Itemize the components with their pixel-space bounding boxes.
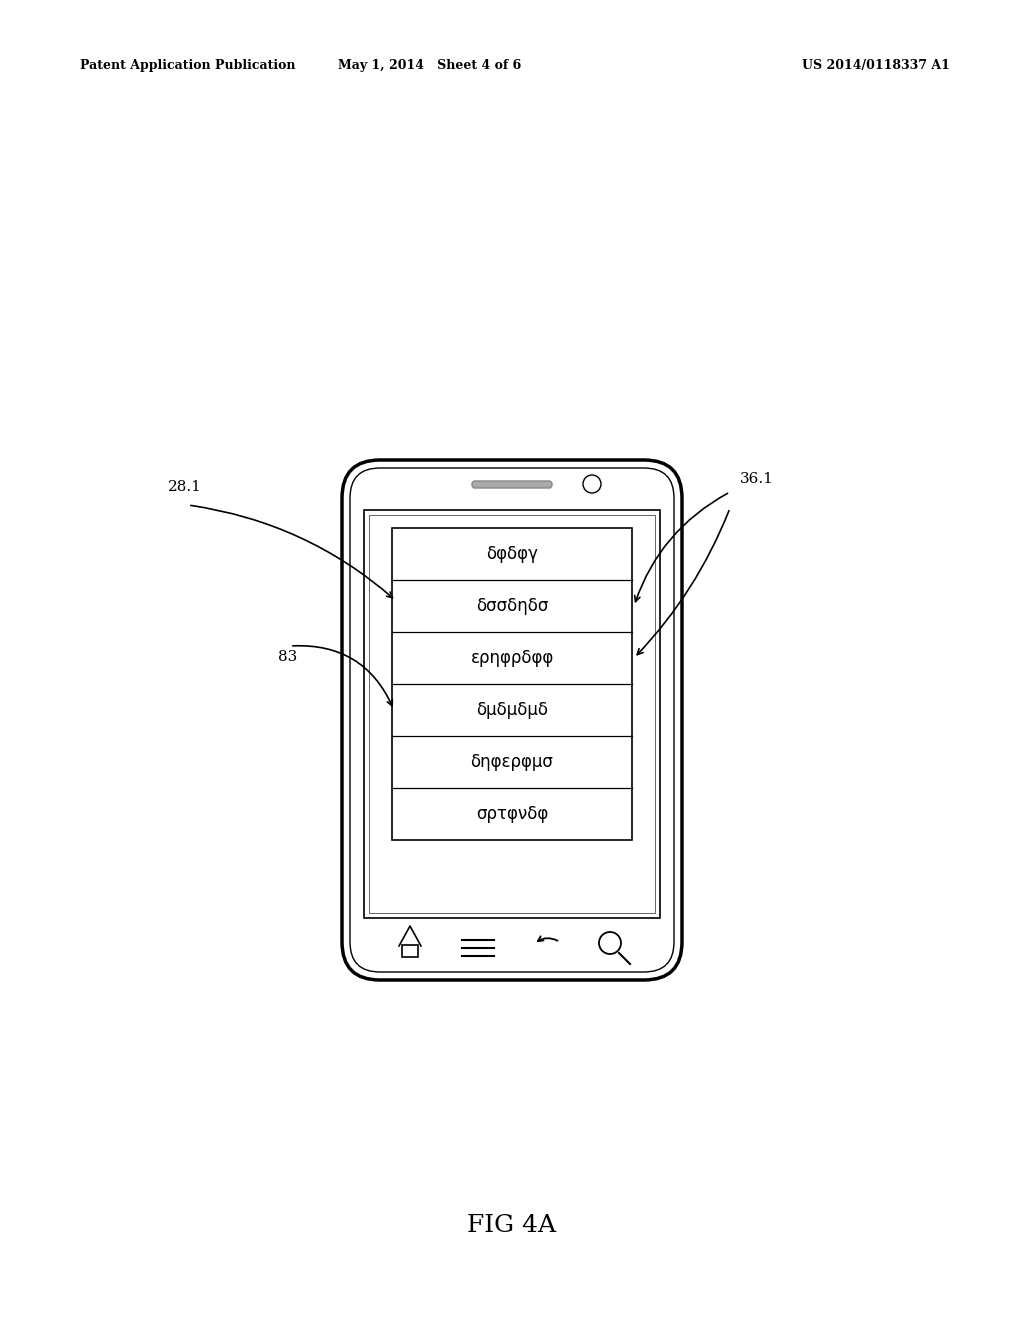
FancyArrowPatch shape (538, 936, 557, 941)
Text: ερηφρδφφ: ερηφρδφφ (470, 649, 554, 667)
Bar (392, 528, 632, 840)
Text: US 2014/0118337 A1: US 2014/0118337 A1 (802, 58, 950, 71)
Text: δμδμδμδ: δμδμδμδ (476, 701, 548, 719)
Text: σρτφνδφ: σρτφνδφ (476, 805, 548, 822)
Circle shape (583, 475, 601, 492)
Bar (364, 510, 660, 917)
FancyBboxPatch shape (342, 459, 682, 979)
Bar (402, 945, 418, 957)
Bar (369, 515, 655, 913)
Text: 36.1: 36.1 (740, 473, 774, 486)
Text: 83: 83 (278, 649, 297, 664)
Text: δφδφγ: δφδφγ (486, 545, 538, 564)
FancyBboxPatch shape (472, 480, 552, 488)
Text: Patent Application Publication: Patent Application Publication (80, 58, 296, 71)
Text: δσσδηδσ: δσσδηδσ (476, 597, 548, 615)
Text: δηφερφμσ: δηφερφμσ (471, 752, 553, 771)
Text: May 1, 2014   Sheet 4 of 6: May 1, 2014 Sheet 4 of 6 (338, 58, 521, 71)
Text: FIG 4A: FIG 4A (467, 1213, 557, 1237)
Text: 28.1: 28.1 (168, 480, 202, 494)
